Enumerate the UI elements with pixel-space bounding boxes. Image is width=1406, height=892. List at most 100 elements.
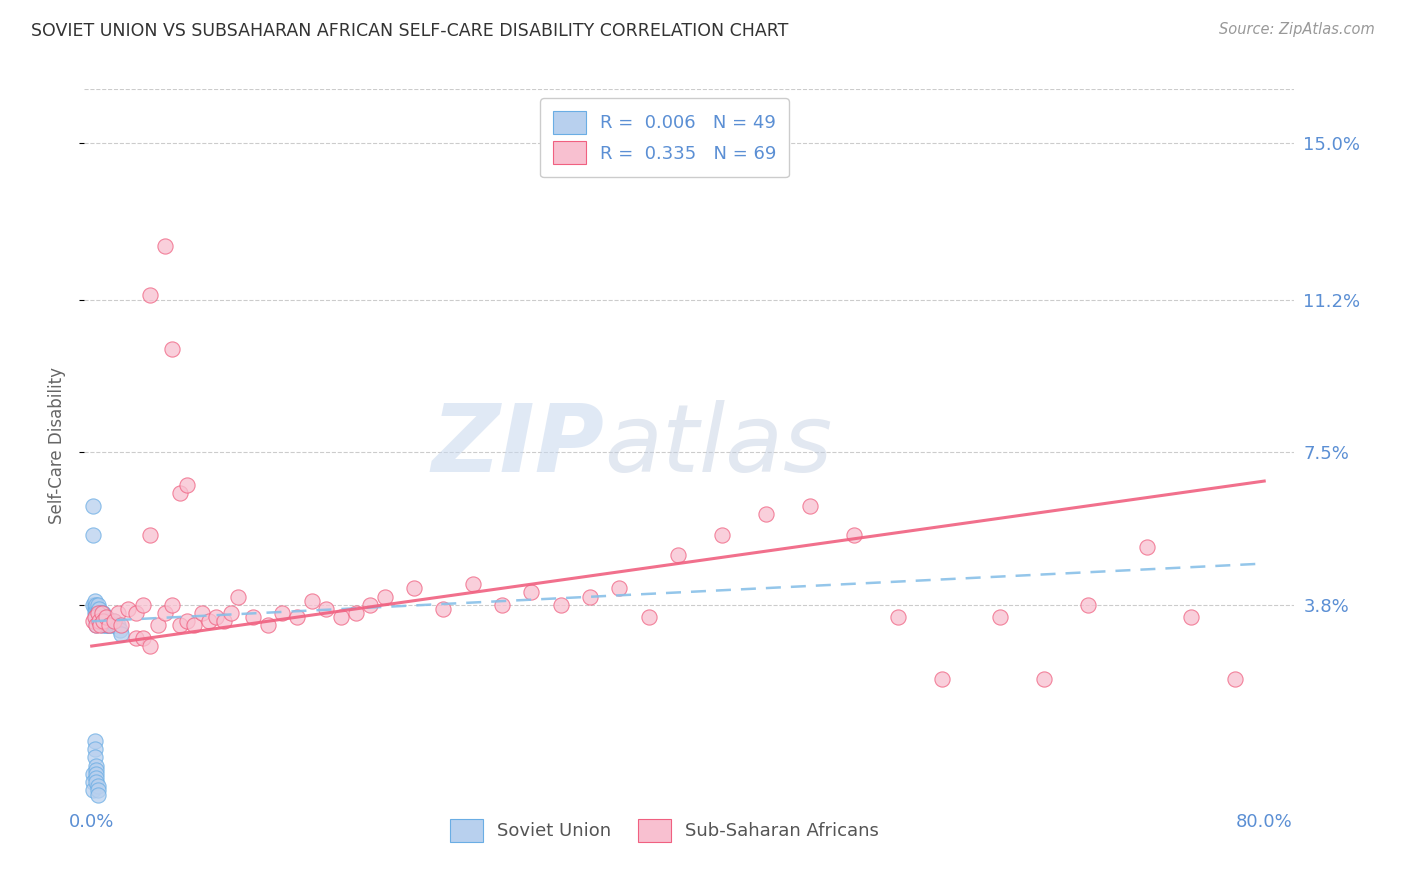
Point bbox=[91, 606, 114, 620]
Point bbox=[432, 602, 454, 616]
Point bbox=[86, 606, 108, 620]
Point bbox=[256, 618, 278, 632]
Point bbox=[1077, 598, 1099, 612]
Point bbox=[82, 767, 104, 781]
Point bbox=[93, 615, 115, 629]
Point bbox=[91, 618, 114, 632]
Point bbox=[132, 631, 155, 645]
Text: ZIP: ZIP bbox=[432, 400, 605, 492]
Point bbox=[93, 606, 115, 620]
Point bbox=[107, 606, 129, 620]
Point bbox=[124, 631, 146, 645]
Point bbox=[82, 527, 104, 541]
Point bbox=[176, 615, 198, 629]
Point bbox=[359, 598, 381, 612]
Point bbox=[97, 615, 120, 629]
Point bbox=[86, 788, 108, 802]
Point bbox=[89, 618, 111, 632]
Point bbox=[84, 610, 107, 624]
Point bbox=[139, 288, 162, 302]
Point bbox=[91, 610, 114, 624]
Point bbox=[887, 610, 910, 624]
Point bbox=[162, 598, 184, 612]
Point bbox=[132, 598, 155, 612]
Point bbox=[84, 615, 107, 629]
Point bbox=[98, 618, 121, 632]
Point bbox=[93, 615, 115, 629]
Point bbox=[520, 585, 543, 599]
Point bbox=[82, 598, 104, 612]
Point bbox=[100, 615, 122, 629]
Point bbox=[301, 593, 323, 607]
Point bbox=[226, 590, 249, 604]
Point bbox=[755, 507, 778, 521]
Point bbox=[84, 763, 107, 777]
Point bbox=[84, 618, 107, 632]
Point bbox=[461, 577, 484, 591]
Point bbox=[990, 610, 1012, 624]
Point bbox=[87, 606, 110, 620]
Point bbox=[550, 598, 572, 612]
Text: SOVIET UNION VS SUBSAHARAN AFRICAN SELF-CARE DISABILITY CORRELATION CHART: SOVIET UNION VS SUBSAHARAN AFRICAN SELF-… bbox=[31, 22, 789, 40]
Point bbox=[110, 626, 132, 640]
Point bbox=[637, 610, 659, 624]
Point bbox=[271, 606, 294, 620]
Point bbox=[110, 618, 132, 632]
Point bbox=[87, 602, 110, 616]
Point bbox=[117, 602, 139, 616]
Point bbox=[91, 606, 114, 620]
Point bbox=[153, 239, 176, 253]
Point bbox=[190, 606, 212, 620]
Text: atlas: atlas bbox=[605, 401, 832, 491]
Point bbox=[83, 593, 105, 607]
Point bbox=[176, 478, 198, 492]
Point bbox=[87, 615, 110, 629]
Point bbox=[491, 598, 513, 612]
Point bbox=[83, 606, 105, 620]
Point bbox=[94, 618, 117, 632]
Point bbox=[315, 602, 337, 616]
Point bbox=[404, 582, 426, 596]
Point bbox=[84, 602, 107, 616]
Point bbox=[86, 606, 108, 620]
Point bbox=[285, 610, 308, 624]
Point bbox=[153, 606, 176, 620]
Point bbox=[83, 734, 105, 748]
Point bbox=[101, 618, 124, 632]
Point bbox=[83, 742, 105, 756]
Point bbox=[83, 750, 105, 764]
Point bbox=[579, 590, 602, 604]
Point bbox=[124, 606, 146, 620]
Point bbox=[1223, 672, 1246, 686]
Point bbox=[710, 527, 733, 541]
Point bbox=[146, 618, 169, 632]
Point bbox=[93, 610, 115, 624]
Point bbox=[83, 598, 105, 612]
Point bbox=[108, 623, 131, 637]
Point bbox=[94, 610, 117, 624]
Point bbox=[198, 615, 221, 629]
Point bbox=[91, 615, 114, 629]
Point bbox=[98, 618, 121, 632]
Point bbox=[169, 618, 191, 632]
Y-axis label: Self-Care Disability: Self-Care Disability bbox=[48, 368, 66, 524]
Point bbox=[666, 549, 689, 563]
Point bbox=[86, 602, 108, 616]
Point bbox=[96, 610, 118, 624]
Point bbox=[799, 499, 821, 513]
Point bbox=[205, 610, 228, 624]
Point bbox=[103, 615, 125, 629]
Point bbox=[86, 780, 108, 794]
Point bbox=[87, 610, 110, 624]
Point bbox=[212, 615, 235, 629]
Point bbox=[103, 615, 125, 629]
Point bbox=[89, 606, 111, 620]
Point bbox=[105, 618, 128, 632]
Point bbox=[183, 618, 205, 632]
Point bbox=[104, 618, 127, 632]
Point bbox=[98, 615, 121, 629]
Point bbox=[344, 606, 367, 620]
Point bbox=[86, 783, 108, 797]
Point bbox=[84, 606, 107, 620]
Point bbox=[86, 615, 108, 629]
